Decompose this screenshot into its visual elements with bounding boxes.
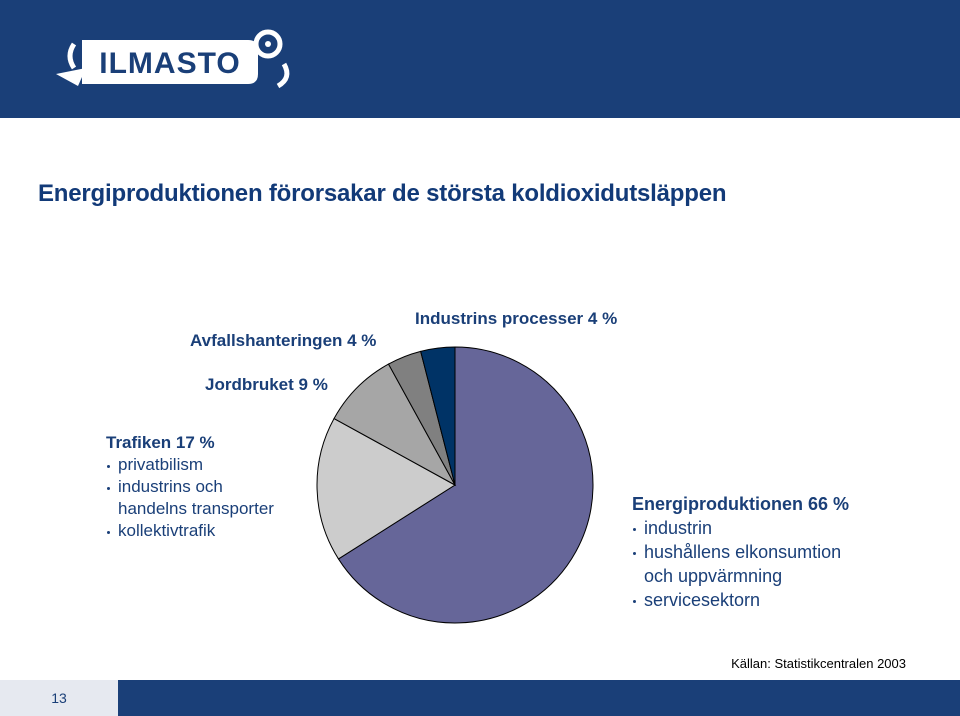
trafiken-item: kollektivtrafik <box>106 520 274 542</box>
ilmasto-logo: ILMASTO <box>56 29 290 89</box>
slide-title: Energiproduktionen förorsakar de största… <box>38 180 727 207</box>
header-bar: ILMASTO <box>0 0 960 118</box>
energi-item: servicesektorn <box>632 588 849 612</box>
energi-item: industrin <box>632 516 849 540</box>
pie-slice-energiproduktionen <box>337 346 594 624</box>
energi-item: och uppvärmning <box>644 566 783 586</box>
trafiken-block: Trafiken 17 % privatbilism industrins oc… <box>106 432 274 542</box>
trafiken-item: handelns transporter <box>118 499 274 518</box>
label-jordbruket: Jordbruket 9 % <box>205 375 328 394</box>
footer-bar <box>0 680 960 716</box>
energi-item: hushållens elkonsumtion <box>632 540 849 564</box>
energiproduktionen-block: Energiproduktionen 66 % industrin hushål… <box>632 492 849 612</box>
label-trafiken: Trafiken 17 % <box>106 433 215 452</box>
page-number: 13 <box>0 680 118 716</box>
label-industrins-processer: Industrins processer 4 % <box>415 309 618 328</box>
label-avfallshanteringen: Avfallshanteringen 4 % <box>190 331 377 350</box>
source-note: Källan: Statistikcentralen 2003 <box>731 656 906 671</box>
trafiken-item: privatbilism <box>106 454 274 476</box>
pie-slice-industrins-processer <box>420 346 456 486</box>
logo-text: ILMASTO <box>99 47 240 80</box>
trafiken-item: industrins och <box>106 476 274 498</box>
label-energiproduktionen: Energiproduktionen 66 % <box>632 494 850 514</box>
pie-slice-trafiken <box>316 417 456 560</box>
